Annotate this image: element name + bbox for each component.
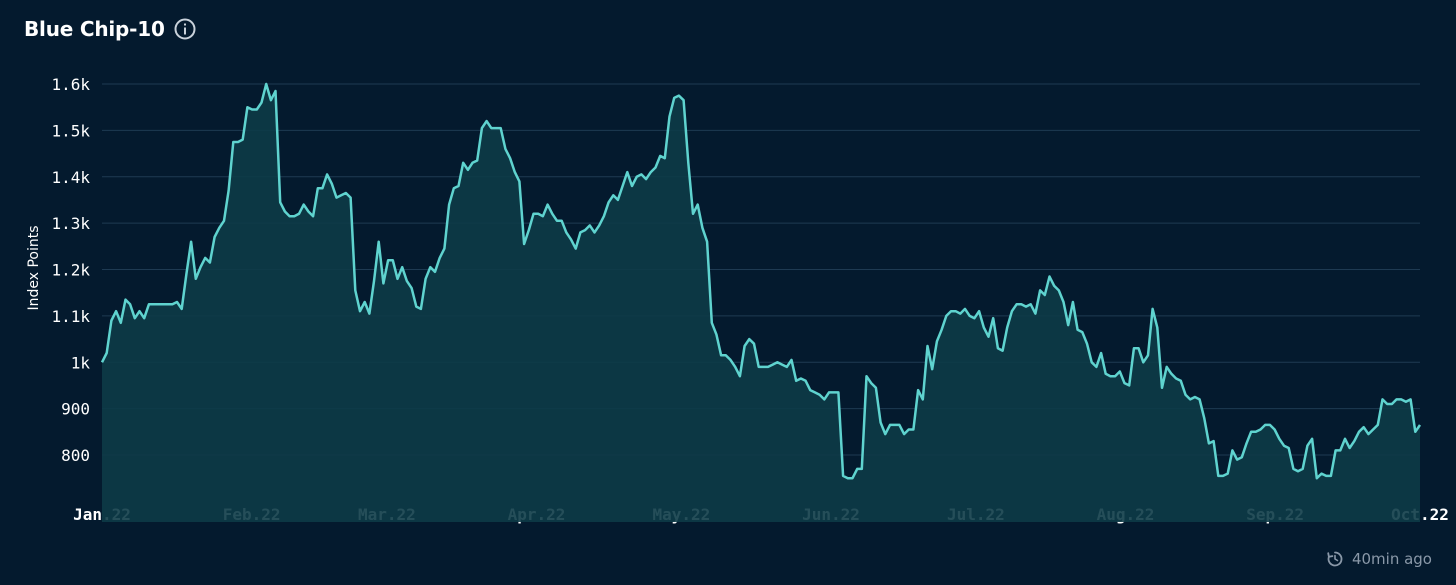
last-updated-text: 40min ago [1351, 550, 1432, 568]
y-axis-label: Index Points [26, 225, 42, 310]
chart-title: Blue Chip-10 [24, 17, 165, 41]
refresh-clock-icon [1326, 550, 1344, 568]
series-line [100, 82, 1422, 480]
last-updated: 40min ago [1326, 548, 1432, 570]
y-tick-label: 1.5k [51, 121, 90, 140]
y-tick-label: 800 [61, 446, 90, 465]
y-tick-label: 1.2k [51, 261, 90, 280]
y-tick-label: 1k [71, 353, 91, 372]
info-icon[interactable] [173, 17, 197, 41]
series-area [102, 84, 1420, 522]
y-tick-label: 1.3k [51, 214, 90, 233]
y-tick-label: 900 [61, 400, 90, 419]
y-tick-label: 1.6k [51, 75, 90, 94]
y-tick-label: 1.4k [51, 168, 90, 187]
y-axis-ticks: 800 900 1k 1.1k 1.2k 1.3k 1.4k 1.5k 1.6k [51, 75, 90, 465]
chart-header: Blue Chip-10 [24, 14, 197, 44]
y-tick-label: 1.1k [51, 307, 90, 326]
